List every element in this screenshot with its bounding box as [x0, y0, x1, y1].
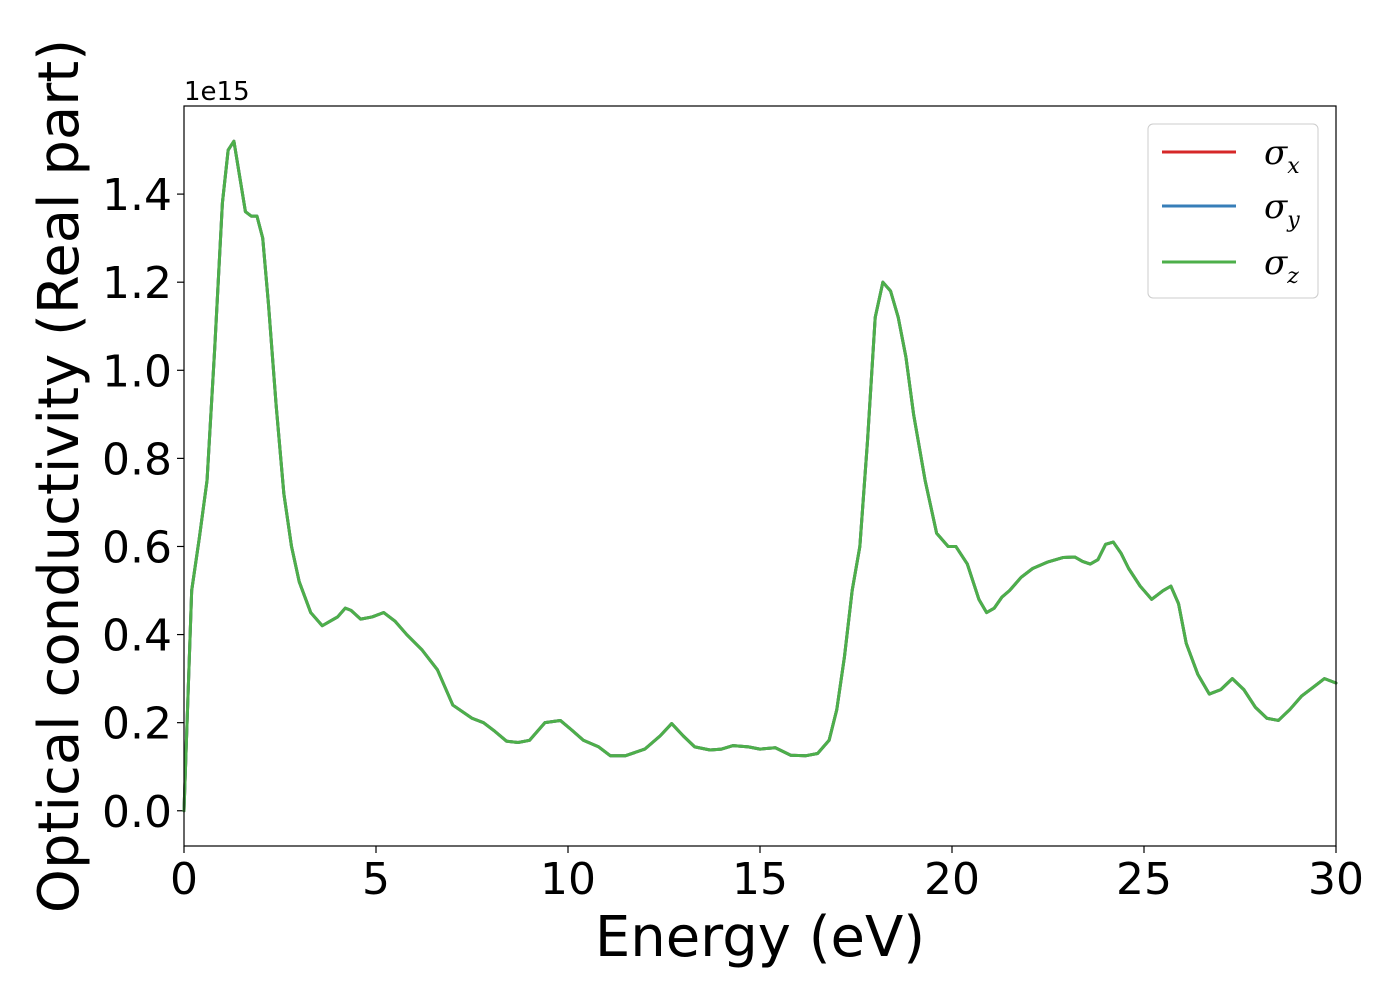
series-line-z [182, 139, 1338, 813]
y-tick-label: 0.2 [102, 699, 172, 750]
y-axis-ticks: 0.0 0.2 0.4 0.6 0.8 1.0 1.2 1.4 [102, 170, 184, 838]
y-axis-title: Optical conductivity (Real part) [27, 39, 92, 913]
x-tick-label: 5 [362, 854, 390, 905]
plot-background [184, 106, 1336, 846]
x-tick-label: 30 [1308, 854, 1364, 905]
series-lines [182, 139, 1338, 813]
y-tick-label: 0.4 [102, 611, 172, 662]
y-tick-label: 1.2 [102, 258, 172, 309]
y-tick-label: 1.0 [102, 346, 172, 397]
x-tick-label: 10 [540, 854, 596, 905]
legend-label-y: σy [1264, 187, 1300, 233]
y-tick-label: 1.4 [102, 170, 172, 221]
y-tick-label: 0.6 [102, 522, 172, 573]
x-tick-label: 20 [924, 854, 980, 905]
plot-frame [183, 105, 1337, 847]
y-offset-label: 1e15 [184, 77, 250, 107]
y-tick-label: 0.0 [102, 787, 172, 838]
y-tick-label: 0.8 [102, 434, 172, 485]
x-tick-label: 0 [170, 854, 198, 905]
x-axis-title: Energy (eV) [595, 905, 925, 970]
x-tick-label: 15 [732, 854, 788, 905]
x-tick-label: 25 [1116, 854, 1172, 905]
legend-box [1147, 123, 1319, 299]
x-axis-ticks: 0 5 10 15 20 25 30 [170, 846, 1364, 905]
